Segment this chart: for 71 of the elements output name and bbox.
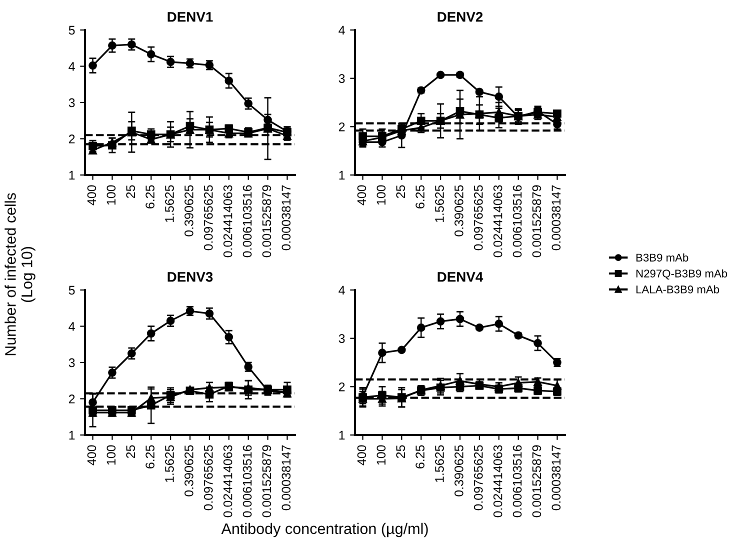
x-tick-label: 25 — [126, 445, 136, 458]
y-tick-label: 1 — [69, 430, 75, 440]
x-tick-label: 25 — [126, 185, 136, 198]
x-tick-label: 0.09765625 — [204, 445, 213, 510]
x-tick-label: 0.001525879 — [532, 185, 542, 258]
x-tick-label: 0.024414063 — [493, 445, 502, 518]
y-tick-label: 4 — [338, 286, 345, 295]
x-tick-label: 0.006103516 — [512, 185, 522, 258]
x-tick-label: 0.001525879 — [262, 445, 272, 518]
x-tick-label: 0.024414063 — [223, 185, 232, 258]
x-tick-label: 0.006103516 — [512, 445, 522, 518]
x-tick-label: 0.024414063 — [493, 185, 502, 258]
x-tick-label: 0.00038147 — [552, 185, 561, 250]
y-axis-title: Number of infected cells (Log 10) — [4, 193, 36, 356]
x-tick-label: 6.25 — [416, 445, 424, 468]
x-tick-label: 100 — [376, 185, 386, 205]
y-tick-label: 3 — [68, 98, 75, 108]
y-tick-label: 1 — [339, 430, 345, 440]
y-tick-label: 5 — [68, 286, 75, 295]
x-tick-label: 0.09765625 — [474, 185, 483, 250]
chart-title: DENV1 — [168, 12, 213, 22]
legend-label: LALA-B3B9 mAb — [636, 285, 720, 294]
x-tick-label: 0.006103516 — [242, 445, 252, 518]
x-tick-label: 0.006103516 — [242, 185, 252, 258]
y-tick-label: 4 — [68, 322, 75, 331]
y-tick-label: 1 — [69, 170, 75, 180]
x-tick-label: 400 — [87, 185, 96, 206]
x-tick-label: 0.024414063 — [223, 445, 232, 518]
x-tick-label: 100 — [106, 185, 116, 205]
y-tick-label: 3 — [68, 358, 75, 368]
y-tick-label: 4 — [68, 62, 75, 71]
chart-title: DENV4 — [438, 272, 484, 282]
x-tick-label: 1.5625 — [435, 185, 444, 222]
legend-label: B3B9 mAb — [636, 253, 688, 262]
x-tick-label: 25 — [396, 445, 406, 458]
x-tick-label: 0.390625 — [184, 445, 194, 496]
x-axis-title: Antibody concentration (µg/ml) — [221, 522, 428, 538]
x-tick-label: 0.00038147 — [282, 185, 291, 250]
x-tick-label: 6.25 — [416, 185, 424, 208]
x-tick-label: 25 — [396, 185, 406, 198]
y-tick-label: 2 — [338, 382, 345, 392]
x-tick-label: 0.390625 — [454, 185, 464, 236]
x-tick-label: 0.09765625 — [474, 445, 483, 510]
y-tick-label: 2 — [338, 122, 345, 132]
x-tick-label: 100 — [106, 445, 116, 465]
y-tick-label: 1 — [339, 170, 345, 180]
x-tick-label: 400 — [87, 445, 96, 466]
x-tick-label: 0.00038147 — [282, 445, 291, 510]
x-tick-label: 100 — [376, 445, 386, 465]
chart-title: DENV3 — [168, 272, 213, 282]
x-tick-label: 400 — [357, 445, 366, 466]
x-tick-label: 0.390625 — [454, 445, 464, 496]
y-tick-label: 4 — [338, 26, 345, 35]
y-tick-label: 2 — [68, 394, 75, 404]
x-tick-label: 1.5625 — [165, 185, 174, 222]
x-tick-label: 0.001525879 — [532, 445, 542, 518]
legend-label: N297Q-B3B9 mAb — [636, 269, 728, 280]
x-tick-label: 6.25 — [146, 185, 154, 208]
x-tick-label: 6.25 — [146, 445, 154, 468]
y-tick-label: 3 — [338, 334, 345, 343]
x-tick-label: 0.00038147 — [552, 445, 561, 510]
y-tick-label: 5 — [68, 26, 75, 35]
y-tick-label: 2 — [68, 134, 75, 144]
x-tick-label: 1.5625 — [435, 445, 444, 482]
x-tick-label: 0.001525879 — [262, 185, 272, 258]
chart-title: DENV2 — [438, 12, 483, 22]
x-tick-label: 0.09765625 — [204, 185, 213, 250]
x-tick-label: 1.5625 — [165, 445, 174, 482]
x-tick-label: 400 — [357, 185, 366, 206]
y-tick-label: 3 — [338, 74, 345, 83]
x-tick-label: 0.390625 — [184, 185, 194, 236]
